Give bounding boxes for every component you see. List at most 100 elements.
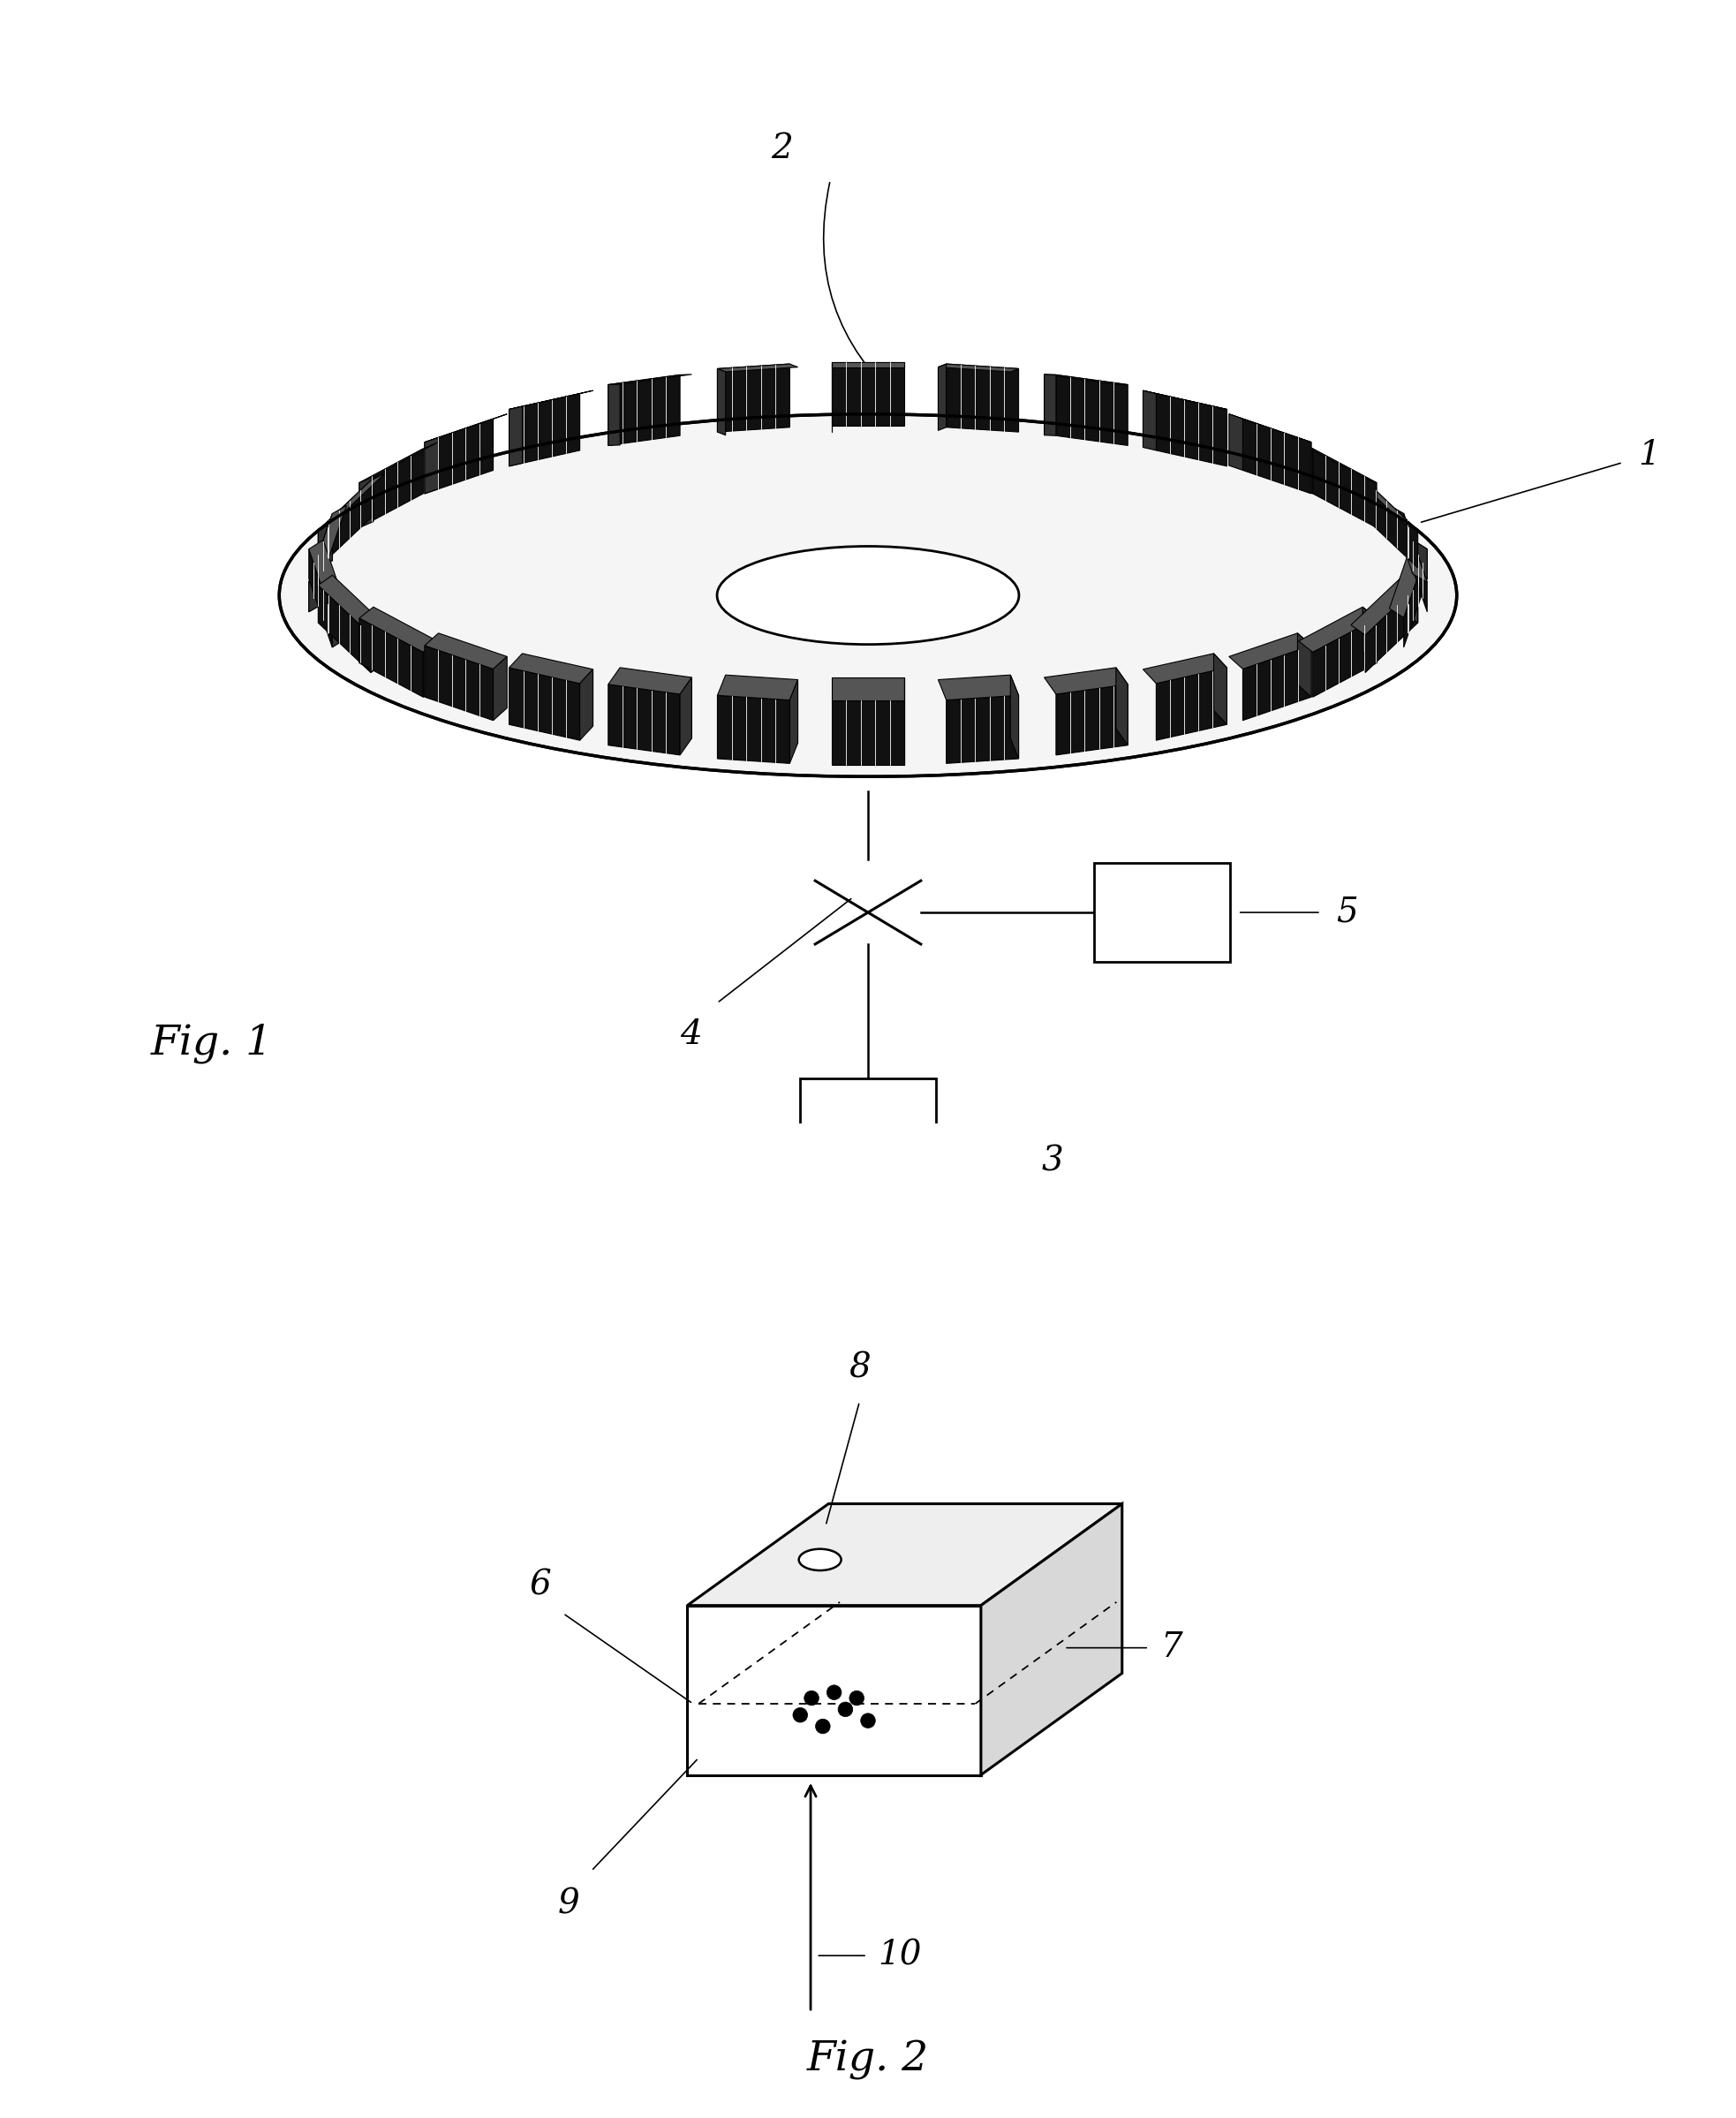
Polygon shape [493,657,507,720]
Polygon shape [309,540,347,618]
Circle shape [816,1720,830,1735]
Polygon shape [717,369,726,434]
Polygon shape [1297,633,1311,697]
Bar [1094,864,1231,962]
Polygon shape [832,678,904,701]
Polygon shape [1010,676,1019,758]
Polygon shape [1156,394,1227,466]
Polygon shape [946,364,1019,432]
Polygon shape [424,642,437,697]
Polygon shape [318,576,385,635]
Polygon shape [359,449,424,527]
Text: 2: 2 [771,131,793,165]
Polygon shape [1229,413,1311,443]
Polygon shape [1413,540,1427,578]
Ellipse shape [717,546,1019,644]
Circle shape [861,1713,875,1728]
Polygon shape [1299,443,1312,493]
Polygon shape [687,1605,981,1775]
Polygon shape [425,438,439,493]
Polygon shape [717,695,790,762]
Text: 7: 7 [1160,1631,1182,1665]
Polygon shape [1213,654,1227,724]
Polygon shape [309,549,332,648]
Polygon shape [1116,667,1128,746]
Polygon shape [359,477,373,527]
Polygon shape [981,1504,1121,1775]
Polygon shape [717,364,799,373]
Polygon shape [318,585,372,674]
Polygon shape [832,362,904,426]
Polygon shape [937,364,1019,373]
Polygon shape [946,695,1019,762]
Ellipse shape [279,415,1457,777]
Polygon shape [1043,667,1128,695]
Polygon shape [318,481,372,568]
Ellipse shape [799,1548,842,1569]
Polygon shape [687,1504,1121,1605]
Polygon shape [509,407,523,466]
Polygon shape [309,515,332,612]
Polygon shape [309,506,347,582]
Text: 5: 5 [1337,896,1358,930]
Polygon shape [509,667,580,741]
Polygon shape [608,667,693,695]
Polygon shape [309,574,323,612]
Circle shape [826,1686,842,1701]
Text: Fig. 2: Fig. 2 [807,2040,929,2080]
Polygon shape [1142,390,1227,409]
Text: 4: 4 [681,1019,701,1051]
Polygon shape [1229,633,1311,669]
Polygon shape [717,364,790,432]
Polygon shape [1364,481,1418,568]
Circle shape [849,1690,865,1705]
Polygon shape [1389,540,1427,618]
Polygon shape [790,680,799,762]
Polygon shape [1243,419,1311,493]
Polygon shape [1229,413,1243,470]
Polygon shape [359,608,437,652]
Circle shape [804,1690,819,1705]
Polygon shape [359,443,437,483]
Polygon shape [1363,608,1377,663]
Polygon shape [1043,375,1055,436]
Polygon shape [1404,515,1427,612]
Polygon shape [372,625,385,674]
Polygon shape [937,364,946,430]
Polygon shape [717,676,799,701]
Polygon shape [1404,549,1427,648]
Text: 1: 1 [1637,438,1660,472]
Polygon shape [1142,390,1156,451]
Polygon shape [318,523,332,568]
Polygon shape [1364,585,1418,674]
Text: 8: 8 [849,1351,870,1385]
Polygon shape [425,646,493,720]
Polygon shape [681,678,693,754]
Polygon shape [1389,506,1427,582]
Polygon shape [608,684,681,754]
Polygon shape [332,608,347,648]
Polygon shape [1312,449,1377,527]
Text: 3: 3 [1042,1146,1064,1178]
Polygon shape [1142,654,1227,684]
Polygon shape [1055,375,1128,445]
Polygon shape [318,472,385,530]
Polygon shape [425,419,493,493]
Polygon shape [580,669,594,741]
Polygon shape [509,654,594,684]
Bar [800,1078,936,1245]
Polygon shape [1312,618,1377,697]
Polygon shape [359,618,424,697]
Polygon shape [608,375,693,385]
Polygon shape [1243,646,1311,720]
Polygon shape [608,375,681,445]
Circle shape [793,1707,807,1722]
Polygon shape [1351,472,1364,519]
Polygon shape [1351,576,1418,635]
Polygon shape [425,413,507,443]
Polygon shape [425,633,507,669]
Polygon shape [1299,608,1377,652]
Circle shape [838,1703,852,1718]
Polygon shape [1055,684,1128,754]
Polygon shape [832,362,904,369]
